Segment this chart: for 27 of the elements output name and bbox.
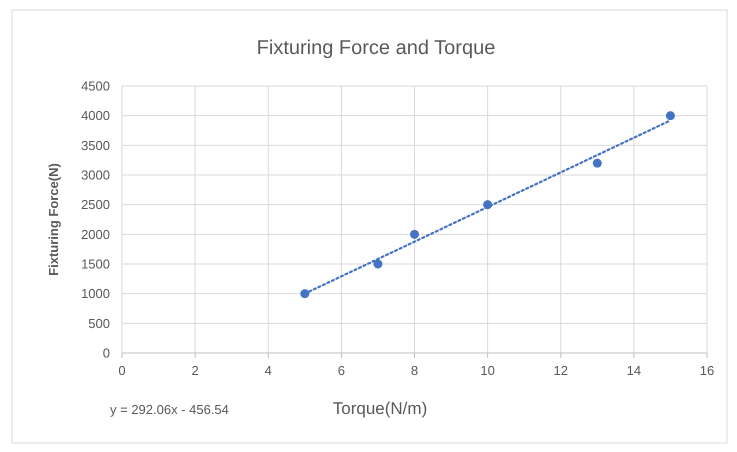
y-tick-label: 3000 bbox=[81, 168, 110, 182]
x-tick-label: 6 bbox=[338, 363, 345, 378]
y-tick-label: 2500 bbox=[81, 197, 110, 212]
y-tick-label: 4500 bbox=[81, 78, 110, 94]
x-tick-label: 14 bbox=[626, 363, 642, 378]
x-tick-label: 16 bbox=[700, 363, 714, 378]
x-tick-label: 8 bbox=[410, 363, 418, 378]
y-tick-label: 4000 bbox=[81, 108, 110, 124]
text: y = 292.06x - 456.54 bbox=[110, 402, 229, 417]
point bbox=[410, 230, 419, 239]
y-tick-label: 1000 bbox=[81, 286, 110, 302]
point bbox=[373, 260, 382, 268]
y-tick-label: 1500 bbox=[81, 256, 110, 272]
y-tick-label: 3500 bbox=[81, 138, 110, 153]
y-tick-label: 500 bbox=[88, 316, 110, 331]
y-tick-label: 2000 bbox=[81, 226, 110, 242]
x-tick-label: 2 bbox=[192, 363, 199, 378]
y-axis-title: Fixturing Force(N) bbox=[46, 163, 61, 276]
point bbox=[592, 158, 602, 168]
x-tick-label: 10 bbox=[480, 363, 495, 378]
x-tick-label: 0 bbox=[118, 363, 126, 378]
chart-title: Fixturing Force and Torque bbox=[256, 37, 496, 59]
x-axis-title: Torque(N/m) bbox=[332, 399, 428, 418]
x-tick-label: 4 bbox=[264, 363, 272, 378]
point bbox=[666, 111, 675, 120]
y-tick-label: 0 bbox=[102, 346, 110, 360]
x-tick-label: 12 bbox=[554, 363, 568, 378]
